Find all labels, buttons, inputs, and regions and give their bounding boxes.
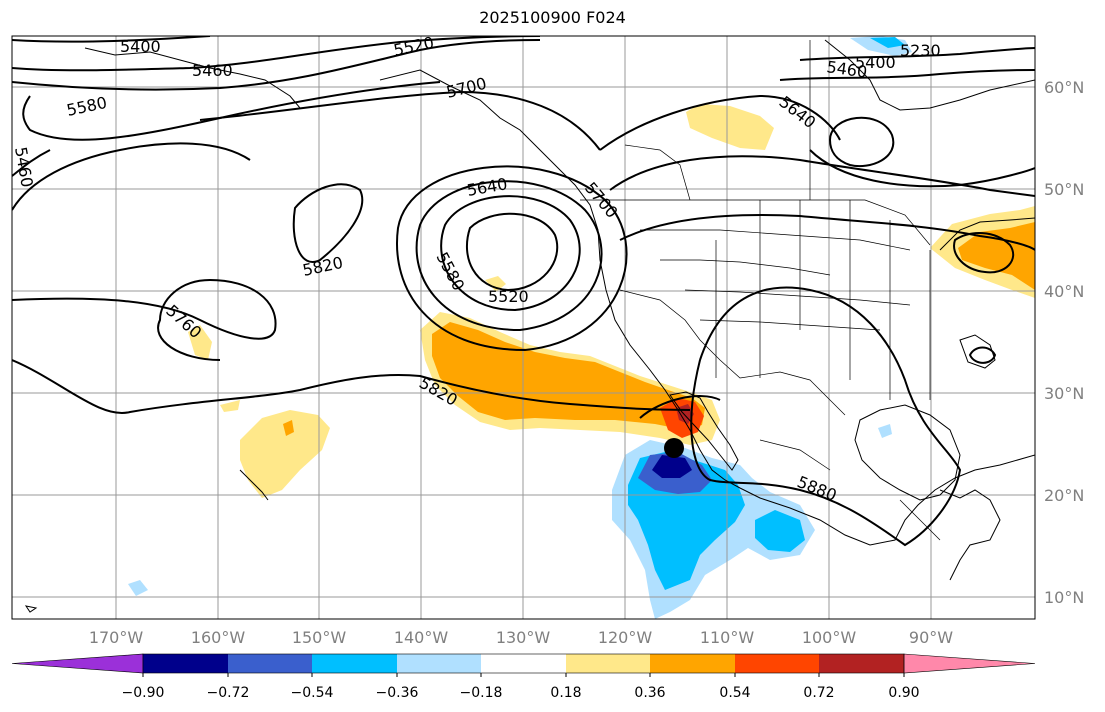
- height-contours: [12, 36, 1035, 547]
- lat-label: 40°N: [1044, 282, 1084, 301]
- storm-marker-icon: [664, 438, 684, 458]
- contour-5880-inner: [639, 395, 721, 419]
- contour-label: 5400: [855, 53, 896, 72]
- contour-great-lakes: [953, 232, 1015, 274]
- colorbar-outline: [142, 653, 905, 674]
- contour-5460-north: [12, 36, 541, 72]
- contour-low-1: [465, 212, 559, 292]
- colorbar-segment: [143, 654, 228, 673]
- contour-label: 5400: [120, 37, 161, 56]
- contour-5580-north: [22, 81, 441, 141]
- lon-label: 120°W: [598, 628, 653, 647]
- colorbar-segment: [228, 654, 312, 673]
- contour-5820-main: [12, 359, 691, 415]
- colorbar-segment: [481, 654, 566, 673]
- colorbar-segments: [11, 653, 1036, 677]
- contour-small-east: [968, 346, 997, 364]
- negative-anomaly-navy: [652, 455, 692, 478]
- colorbar-segment: [735, 654, 819, 673]
- colorbar-tick-label: 0.54: [719, 685, 750, 701]
- colorbar-tick-label: −0.54: [291, 685, 334, 701]
- contour-5640: [828, 116, 895, 168]
- colorbar-tick-label: 0.72: [803, 685, 834, 701]
- negative-anomaly-patch-pac: [128, 580, 148, 596]
- positive-anomaly-patch-greatlakes-orange: [958, 222, 1035, 290]
- coastlines: [24, 39, 1035, 613]
- contour-ne-2: [779, 69, 1035, 81]
- contour-west-arc: [12, 142, 251, 211]
- contour-5460-west: [12, 149, 51, 177]
- lat-label: 10°N: [1044, 588, 1084, 607]
- map-title: 2025100900 F024: [479, 8, 626, 27]
- contour-5700-north: [199, 90, 601, 151]
- colorbar-segment: [397, 654, 481, 673]
- colorbar-tick-label: 0.18: [550, 685, 581, 701]
- colorbar-tick-label: 0.90: [888, 685, 919, 701]
- lon-label: 140°W: [394, 628, 449, 647]
- contour-ne-3: [809, 149, 1035, 188]
- colorbar-tick-label: −0.90: [122, 685, 165, 701]
- positive-anomaly-patch-yukon: [686, 104, 774, 150]
- lat-label: 60°N: [1044, 78, 1084, 97]
- contour-east-2: [609, 155, 1035, 197]
- longitude-labels: 170°W 160°W 150°W 140°W 130°W 120°W 110°…: [89, 628, 953, 647]
- negative-anomaly-blue-2: [755, 510, 805, 552]
- lon-label: 150°W: [292, 628, 347, 647]
- contour-low-4: [396, 165, 628, 352]
- positive-anomaly-patch-nw: [188, 325, 212, 360]
- contour-label: 5230: [900, 41, 941, 60]
- contour-5460-ne: [799, 47, 1035, 61]
- latitude-labels: 60°N 50°N 40°N 30°N 20°N 10°N: [1044, 78, 1084, 607]
- colorbar-segment: [650, 654, 735, 673]
- colorbar-extend-low: [11, 653, 144, 674]
- positive-anomaly-patch-small1: [485, 276, 506, 292]
- positive-anomaly-patch-small2: [220, 400, 240, 412]
- lon-label: 100°W: [802, 628, 857, 647]
- anomaly-fills: [128, 36, 1035, 619]
- negative-anomaly-patch-gulf: [878, 424, 892, 438]
- lon-label: 130°W: [496, 628, 551, 647]
- lat-label: 20°N: [1044, 486, 1084, 505]
- positive-anomaly-patch-sw-orange: [283, 420, 294, 436]
- graticule: [12, 36, 1035, 619]
- political-borders: [580, 40, 941, 541]
- contour-label: 5520: [488, 287, 529, 306]
- contour-low-3: [415, 180, 603, 332]
- contour-label: 5460: [192, 61, 233, 80]
- colorbar-tick-label: 0.36: [634, 685, 665, 701]
- lat-label: 50°N: [1044, 180, 1084, 199]
- contour-5520: [12, 39, 541, 91]
- colorbar-tick-label: −0.72: [207, 685, 250, 701]
- contour-east-3: [599, 94, 841, 151]
- colorbar-tick-label: −0.36: [376, 685, 419, 701]
- lon-label: 170°W: [89, 628, 144, 647]
- colorbar-segment: [312, 654, 397, 673]
- contour-5400: [12, 36, 211, 43]
- colorbar-tick-label: −0.18: [460, 685, 503, 701]
- contour-low-2: [440, 195, 581, 312]
- contour-5820-west: [292, 183, 364, 263]
- contour-5760: [12, 278, 277, 361]
- colorbar-segment: [819, 654, 904, 673]
- positive-anomaly-patch-sw: [240, 410, 330, 498]
- colorbar-extend-high: [903, 653, 1036, 674]
- map-frame: [11, 35, 1036, 620]
- lon-label: 160°W: [191, 628, 246, 647]
- negative-anomaly-patch-ne-blue: [870, 37, 905, 48]
- lon-label: 110°W: [700, 628, 755, 647]
- lon-label: 90°W: [909, 628, 953, 647]
- contour-east-1: [619, 214, 1035, 251]
- contour-5880: [690, 286, 962, 547]
- lat-label: 30°N: [1044, 384, 1084, 403]
- colorbar-ticks: −0.90 −0.72 −0.54 −0.36 −0.18 0.18 0.36 …: [122, 685, 920, 701]
- colorbar: −0.90 −0.72 −0.54 −0.36 −0.18 0.18 0.36 …: [11, 653, 1036, 701]
- colorbar-segment: [566, 654, 650, 673]
